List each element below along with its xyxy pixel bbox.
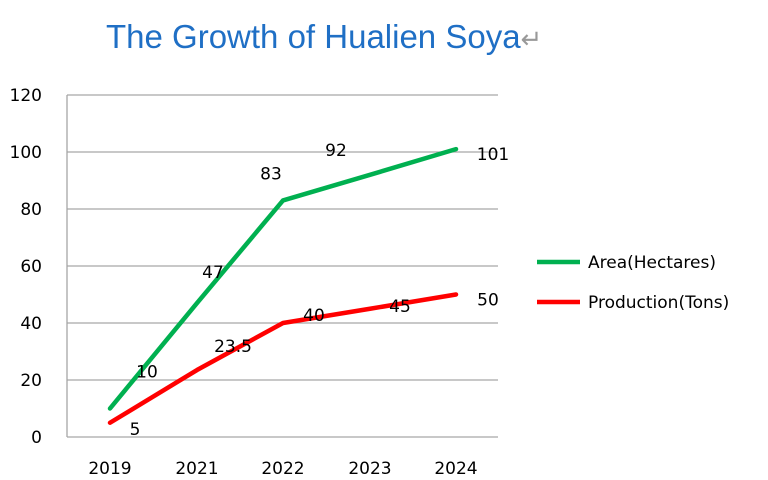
- y-tick-label: 120: [10, 86, 42, 106]
- data-label: 47: [202, 263, 224, 283]
- data-label: 45: [389, 297, 411, 317]
- data-label: 10: [136, 363, 158, 383]
- y-tick-label: 100: [10, 143, 42, 163]
- data-label: 40: [303, 306, 325, 326]
- x-tick-label: 2022: [261, 459, 304, 479]
- data-label: 5: [130, 420, 141, 440]
- y-tick-label: 20: [20, 371, 42, 391]
- y-tick-label: 0: [31, 428, 42, 448]
- return-mark: ↵: [520, 24, 543, 54]
- series-line-1: [107, 146, 459, 411]
- y-tick-label: 80: [20, 200, 42, 220]
- y-tick-label: 40: [20, 314, 42, 334]
- x-tick-label: 2021: [175, 459, 218, 479]
- x-tick-label: 2023: [348, 459, 391, 479]
- data-label: 83: [260, 164, 282, 184]
- chart-title-text: The Growth of Hualien Soya: [106, 18, 521, 55]
- data-label: 23.5: [214, 337, 252, 357]
- legend-label: Production(Tons): [588, 293, 729, 313]
- x-tick-label: 2019: [88, 459, 131, 479]
- y-tick-label: 60: [20, 257, 42, 277]
- data-label: 92: [325, 141, 347, 161]
- legend-label: Area(Hectares): [588, 253, 716, 273]
- data-label: 101: [477, 145, 509, 165]
- x-tick-label: 2024: [434, 459, 477, 479]
- data-label: 50: [477, 291, 499, 311]
- chart-title: The Growth of Hualien Soya↵: [106, 18, 542, 56]
- series-line-2: [107, 292, 459, 425]
